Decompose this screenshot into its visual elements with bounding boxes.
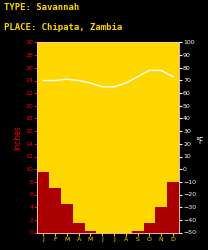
Bar bbox=[73, 223, 85, 232]
Bar bbox=[132, 231, 144, 232]
Bar bbox=[61, 204, 73, 233]
Bar bbox=[167, 182, 179, 232]
Bar bbox=[85, 231, 96, 232]
Text: PLACE: Chipata, Zambia: PLACE: Chipata, Zambia bbox=[4, 22, 123, 32]
Bar bbox=[144, 223, 155, 232]
Text: TYPE: Savannah: TYPE: Savannah bbox=[4, 2, 79, 12]
Bar bbox=[155, 207, 167, 233]
Bar bbox=[49, 188, 61, 232]
Y-axis label: °F: °F bbox=[195, 138, 203, 146]
Bar bbox=[37, 172, 49, 233]
Y-axis label: Inches: Inches bbox=[14, 125, 22, 150]
